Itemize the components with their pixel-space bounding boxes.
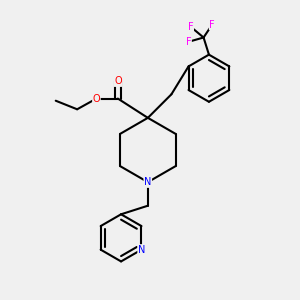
Text: O: O [114,76,122,86]
Text: O: O [93,94,100,103]
Text: F: F [186,37,191,47]
Text: N: N [144,177,152,187]
Text: N: N [144,177,152,187]
Text: F: F [209,20,215,30]
Text: F: F [188,22,194,32]
Text: N: N [138,244,145,255]
